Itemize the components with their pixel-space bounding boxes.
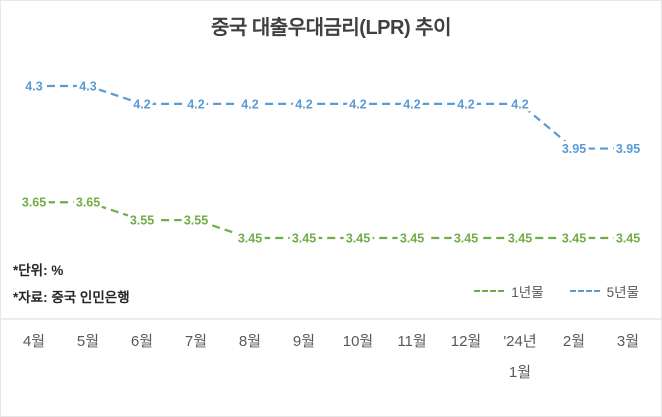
series-line-5year — [34, 84, 628, 150]
x-axis-label: 12월 — [451, 333, 482, 350]
data-label: 4.2 — [133, 97, 150, 111]
x-axis-label: 11월 — [397, 333, 426, 350]
data-label: 4.2 — [349, 97, 366, 111]
legend-item-1year: 1년물 — [474, 281, 544, 301]
chart-title: 중국 대출우대금리(LPR) 추이 — [211, 17, 451, 39]
data-label: 3.45 — [508, 231, 532, 245]
data-label: 4.2 — [295, 97, 312, 111]
x-axis-label: 7월 — [185, 333, 207, 350]
data-label: 3.45 — [616, 231, 640, 245]
data-label: 4.2 — [187, 97, 204, 111]
data-label: 3.45 — [454, 231, 478, 245]
unit-note: *단위: % — [13, 263, 64, 278]
legend-item-5year: 5년물 — [569, 281, 639, 301]
x-axis-label: '24년 — [503, 333, 536, 350]
data-label: 3.55 — [184, 214, 208, 228]
data-label: 3.45 — [292, 231, 316, 245]
x-axis-label: 4월 — [23, 333, 45, 350]
data-label: 3.95 — [562, 142, 586, 156]
x-axis-label: 6월 — [131, 333, 153, 350]
data-label: 3.65 — [76, 196, 100, 210]
data-label: 3.45 — [238, 231, 262, 245]
data-label: 4.2 — [241, 97, 258, 111]
data-label: 4.3 — [25, 80, 42, 94]
data-label: 3.45 — [346, 231, 370, 245]
x-axis-label: 9월 — [293, 333, 315, 350]
x-axis-label: 8월 — [239, 333, 261, 350]
data-label: 3.95 — [616, 142, 640, 156]
legend-dash-swatch-blue — [569, 290, 600, 292]
x-axis-label: 10월 — [343, 333, 374, 350]
data-label: 3.45 — [562, 231, 586, 245]
series-line-1year — [34, 201, 628, 240]
x-axis-label: 1월 — [509, 364, 531, 381]
x-axis-label: 5월 — [77, 333, 99, 350]
data-label: 4.2 — [457, 97, 474, 111]
data-label: 3.45 — [400, 231, 424, 245]
source-note: *자료: 중국 인민은행 — [13, 290, 130, 305]
data-label: 3.65 — [22, 196, 46, 210]
legend-dash-swatch-green — [474, 290, 505, 292]
data-label: 4.2 — [511, 97, 528, 111]
x-axis-label: 3월 — [617, 333, 639, 350]
data-label: 4.3 — [79, 80, 96, 94]
legend-label-1year: 1년물 — [511, 285, 544, 300]
data-label: 3.55 — [130, 214, 154, 228]
chart-notes: *단위: % *자료: 중국 인민은행 — [13, 257, 130, 311]
legend-label-5year: 5년물 — [606, 285, 639, 300]
chart-legend: 1년물 5년물 — [474, 281, 639, 301]
x-axis-label: 2월 — [563, 333, 585, 350]
data-label: 4.2 — [403, 97, 420, 111]
